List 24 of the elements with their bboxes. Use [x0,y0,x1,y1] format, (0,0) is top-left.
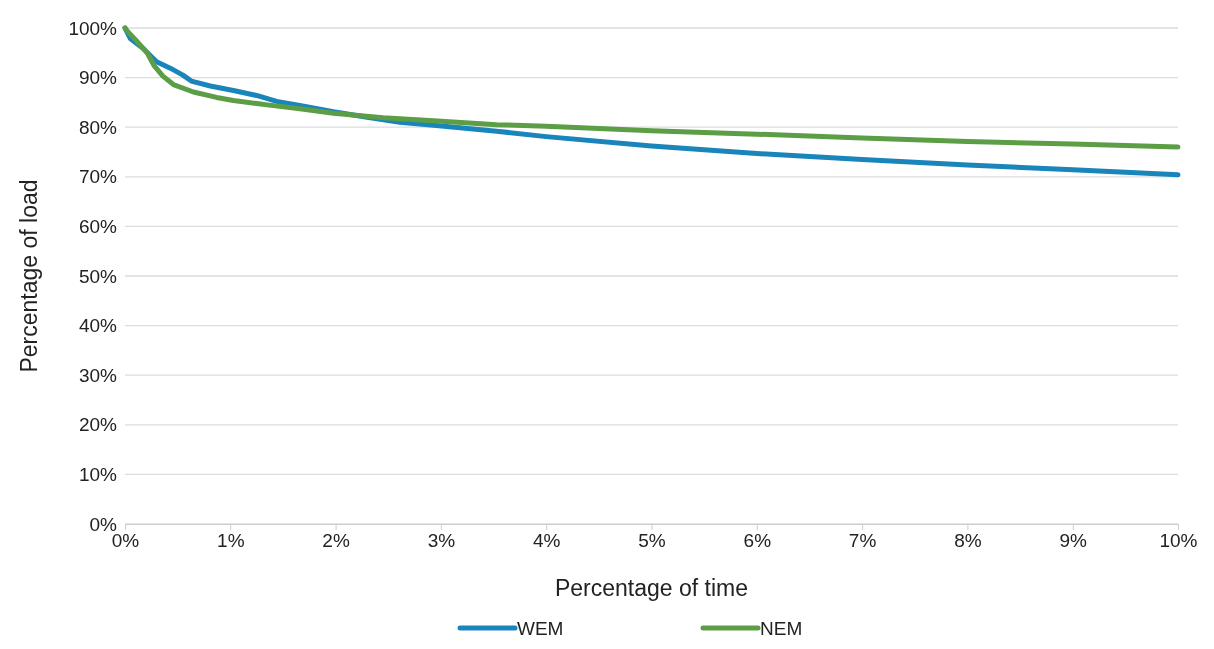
x-tick-label: 3% [427,530,456,552]
x-tick-label: 2% [322,530,350,552]
y-tick-label: 40% [78,315,118,337]
x-axis-title: Percentage of time [554,575,749,601]
x-tick-label: 5% [638,530,666,552]
y-tick-label: 70% [78,166,118,188]
y-tick-label: 30% [78,364,118,386]
x-tick-label: 8% [954,530,982,552]
x-tick-label: 4% [532,530,561,552]
x-tick-label: 6% [743,530,772,552]
y-tick-label: 10% [78,463,118,485]
y-tick-label: 80% [78,116,118,138]
y-tick-label: 60% [78,215,118,237]
y-tick-label: 50% [78,265,118,287]
x-tick-label: 7% [848,530,877,552]
y-tick-label: 100% [68,17,118,39]
y-tick-label: 90% [78,67,118,89]
legend-label: NEM [760,618,803,639]
y-axis-title: Percentage of load [16,179,42,373]
legend-label: WEM [517,618,564,639]
x-tick-label: 10% [1159,530,1198,552]
y-tick-label: 20% [78,414,118,436]
x-tick-label: 9% [1059,530,1088,552]
x-tick-label: 1% [217,530,245,552]
